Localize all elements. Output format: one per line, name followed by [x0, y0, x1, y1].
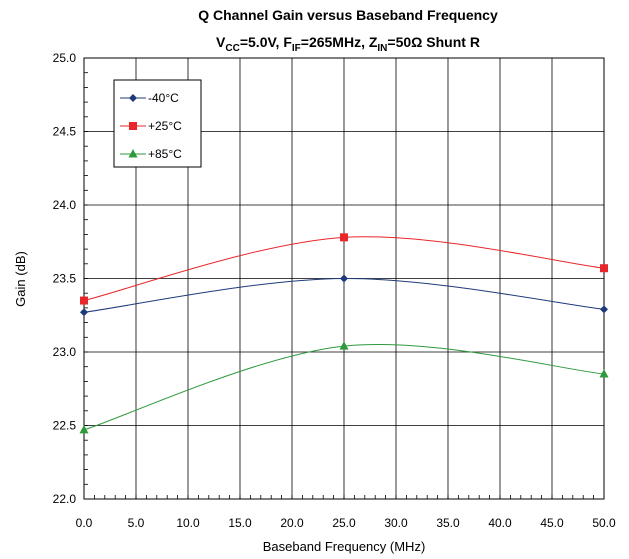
y-tick-label: 22.5: [53, 419, 77, 433]
data-point: [80, 308, 88, 317]
data-point: [79, 424, 89, 434]
x-tick-label: 15.0: [228, 516, 252, 530]
series-2: [79, 341, 609, 434]
y-tick-label: 23.5: [53, 272, 77, 286]
legend-label: -40°C: [148, 91, 179, 105]
data-point: [80, 296, 88, 305]
legend-marker: [129, 94, 137, 102]
y-tick-label: 23.0: [53, 345, 77, 359]
chart-subtitle: VCC=5.0V, FIF=265MHz, ZIN=50Ω Shunt R: [216, 34, 480, 54]
x-axis-label: Baseband Frequency (MHz): [263, 539, 426, 554]
x-tick-label: 25.0: [332, 516, 356, 530]
y-tick-label: 24.5: [53, 125, 77, 139]
legend-label: +85°C: [148, 147, 182, 161]
legend-marker: [128, 149, 138, 158]
x-tick-label: 35.0: [436, 516, 460, 530]
data-point: [600, 264, 608, 273]
plot-frame: [83, 57, 605, 500]
x-tick-label: 10.0: [176, 516, 200, 530]
legend: -40°C +25°C +85°C: [113, 79, 202, 168]
y-tick-labels: 22.0 22.5 23.0 23.5 24.0 24.5 25.0: [53, 51, 77, 506]
x-tick-label: 50.0: [592, 516, 616, 530]
legend-marker: [129, 122, 137, 130]
legend-item: -40°C: [120, 91, 179, 105]
data-point: [340, 233, 348, 242]
x-tick-label: 40.0: [488, 516, 512, 530]
data-point: [340, 274, 348, 283]
data-point: [599, 369, 609, 378]
x-tick-labels: 0.0 5.0 10.0 15.0 20.0 25.0 30.0 35.0 40.0 45.0 50…: [76, 516, 616, 530]
series-1: [80, 233, 608, 305]
series-0: [80, 274, 608, 317]
x-tick-label: 45.0: [540, 516, 564, 530]
x-tick-label: 30.0: [384, 516, 408, 530]
series-layer: [79, 233, 609, 434]
data-point: [600, 305, 608, 314]
legend-item: +25°C: [120, 119, 182, 133]
legend-item: +85°C: [120, 147, 182, 161]
y-axis-label: Gain (dB): [13, 251, 28, 307]
minor-ticks: [83, 57, 605, 500]
x-tick-label: 0.0: [76, 516, 93, 530]
data-point: [339, 341, 349, 350]
y-tick-label: 25.0: [53, 51, 77, 65]
y-tick-label: 24.0: [53, 198, 77, 212]
legend-box: [113, 79, 202, 168]
x-tick-label: 20.0: [280, 516, 304, 530]
y-tick-label: 22.0: [53, 492, 77, 506]
x-tick-label: 5.0: [128, 516, 145, 530]
chart-title: Q Channel Gain versus Baseband Frequency: [198, 7, 498, 23]
legend-label: +25°C: [148, 119, 182, 133]
